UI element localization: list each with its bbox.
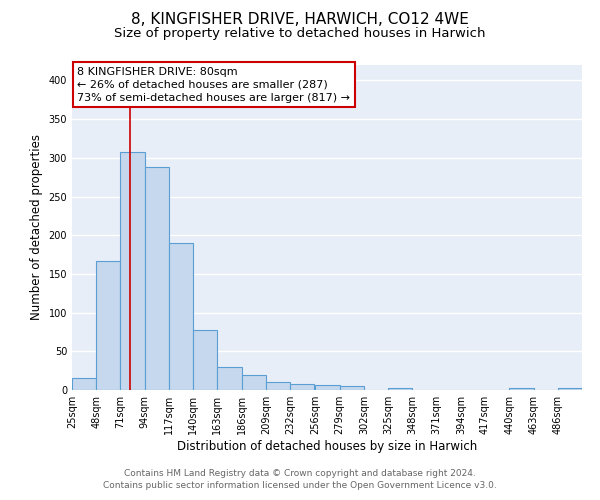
Text: Contains public sector information licensed under the Open Government Licence v3: Contains public sector information licen…	[103, 481, 497, 490]
Bar	[266, 382, 290, 390]
Bar	[290, 384, 314, 390]
Y-axis label: Number of detached properties: Number of detached properties	[30, 134, 43, 320]
Text: 8 KINGFISHER DRIVE: 80sqm
← 26% of detached houses are smaller (287)
73% of semi: 8 KINGFISHER DRIVE: 80sqm ← 26% of detac…	[77, 66, 350, 103]
Bar	[340, 386, 364, 390]
Bar	[193, 330, 217, 390]
X-axis label: Distribution of detached houses by size in Harwich: Distribution of detached houses by size …	[177, 440, 477, 453]
Bar	[242, 374, 266, 390]
Text: Contains HM Land Registry data © Crown copyright and database right 2024.: Contains HM Land Registry data © Crown c…	[124, 468, 476, 477]
Bar	[388, 388, 412, 390]
Bar	[558, 388, 582, 390]
Bar	[72, 378, 96, 390]
Bar	[169, 243, 193, 390]
Bar	[145, 167, 169, 390]
Bar	[217, 367, 242, 390]
Text: Size of property relative to detached houses in Harwich: Size of property relative to detached ho…	[114, 28, 486, 40]
Bar	[316, 384, 340, 390]
Bar	[96, 261, 121, 390]
Bar	[121, 152, 145, 390]
Text: 8, KINGFISHER DRIVE, HARWICH, CO12 4WE: 8, KINGFISHER DRIVE, HARWICH, CO12 4WE	[131, 12, 469, 28]
Bar	[509, 388, 533, 390]
